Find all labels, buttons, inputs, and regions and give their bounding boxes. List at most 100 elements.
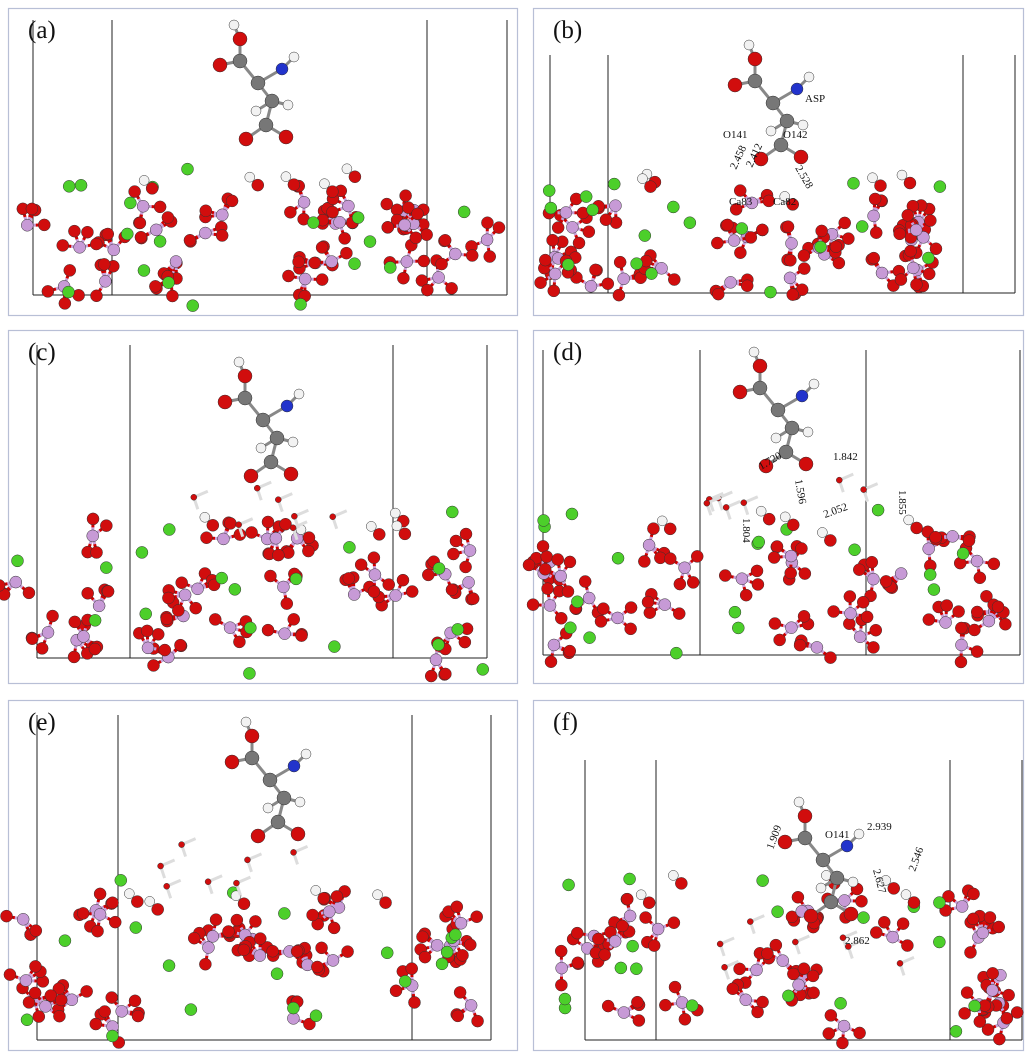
atom xyxy=(797,830,813,846)
atom xyxy=(263,454,279,470)
atom xyxy=(408,996,421,1009)
atom xyxy=(815,852,831,868)
atom xyxy=(409,231,423,245)
atom xyxy=(389,507,401,519)
atom xyxy=(373,528,386,541)
atom xyxy=(430,939,444,952)
atom xyxy=(827,605,840,618)
atom xyxy=(405,585,419,598)
atom xyxy=(90,289,103,303)
atom xyxy=(803,71,815,83)
atom xyxy=(100,519,113,532)
atom xyxy=(416,930,429,944)
atom xyxy=(481,216,494,230)
atom xyxy=(880,875,892,886)
atom xyxy=(952,605,965,618)
atom xyxy=(276,790,292,806)
atom xyxy=(309,1009,323,1022)
atom xyxy=(933,896,946,909)
atom xyxy=(450,900,464,914)
atom xyxy=(76,907,90,920)
atom xyxy=(779,191,790,202)
atom xyxy=(302,531,316,544)
atom xyxy=(940,599,953,612)
atom xyxy=(668,273,681,286)
panel-label: (f) xyxy=(553,709,578,736)
atom xyxy=(727,234,741,247)
atom xyxy=(435,257,448,271)
atom xyxy=(909,223,923,237)
atom xyxy=(253,484,261,492)
atom xyxy=(570,926,584,940)
atom xyxy=(658,598,672,611)
atom xyxy=(874,179,887,192)
atom xyxy=(215,229,229,242)
atom xyxy=(548,267,562,281)
atom xyxy=(663,522,677,536)
atom xyxy=(21,219,34,232)
atom xyxy=(139,607,152,621)
atom xyxy=(797,119,809,131)
annotation: 2.862 xyxy=(845,935,870,947)
atom xyxy=(980,590,993,603)
atom xyxy=(199,957,212,971)
atom xyxy=(609,199,622,212)
atom xyxy=(798,262,811,275)
atom xyxy=(262,772,278,788)
atom xyxy=(613,255,627,269)
atom xyxy=(287,436,299,448)
atom xyxy=(860,610,874,624)
atom xyxy=(572,236,586,250)
atom xyxy=(81,225,94,239)
atom xyxy=(56,239,69,252)
atom xyxy=(597,602,610,615)
atom xyxy=(637,173,648,184)
atom xyxy=(255,442,267,454)
atom xyxy=(631,995,644,1009)
atom xyxy=(617,272,630,286)
atom xyxy=(235,521,242,528)
atom xyxy=(261,515,275,529)
atom xyxy=(262,802,274,814)
atom xyxy=(857,911,870,924)
atom xyxy=(624,601,638,614)
atom xyxy=(208,613,222,626)
atom xyxy=(779,113,795,129)
atom xyxy=(451,1009,465,1023)
atom xyxy=(280,399,294,413)
atom xyxy=(773,137,789,153)
atom xyxy=(114,874,128,887)
atom xyxy=(838,894,851,907)
atom xyxy=(732,621,745,635)
atom xyxy=(58,934,72,947)
atom xyxy=(41,285,55,298)
atom xyxy=(765,95,781,111)
atom xyxy=(808,378,820,390)
atom xyxy=(571,595,584,608)
atom xyxy=(270,814,286,830)
atom xyxy=(561,585,575,598)
atom xyxy=(298,272,312,286)
atom xyxy=(98,1005,111,1018)
atom xyxy=(843,906,859,922)
atom xyxy=(470,910,483,923)
atom xyxy=(879,575,893,588)
atom xyxy=(878,916,891,929)
atom xyxy=(445,583,459,597)
atom xyxy=(724,276,737,289)
atom xyxy=(140,624,154,638)
atom xyxy=(250,828,266,844)
panel-frame xyxy=(7,699,519,1052)
atom xyxy=(255,412,271,428)
atom xyxy=(982,614,996,628)
atom xyxy=(806,969,820,983)
atom xyxy=(664,552,677,565)
atom xyxy=(933,180,947,193)
annotation: Ca82 xyxy=(773,196,796,208)
atom xyxy=(11,554,24,568)
atom xyxy=(19,974,33,987)
atom xyxy=(582,591,596,605)
atom xyxy=(294,298,307,311)
atom xyxy=(563,644,577,658)
